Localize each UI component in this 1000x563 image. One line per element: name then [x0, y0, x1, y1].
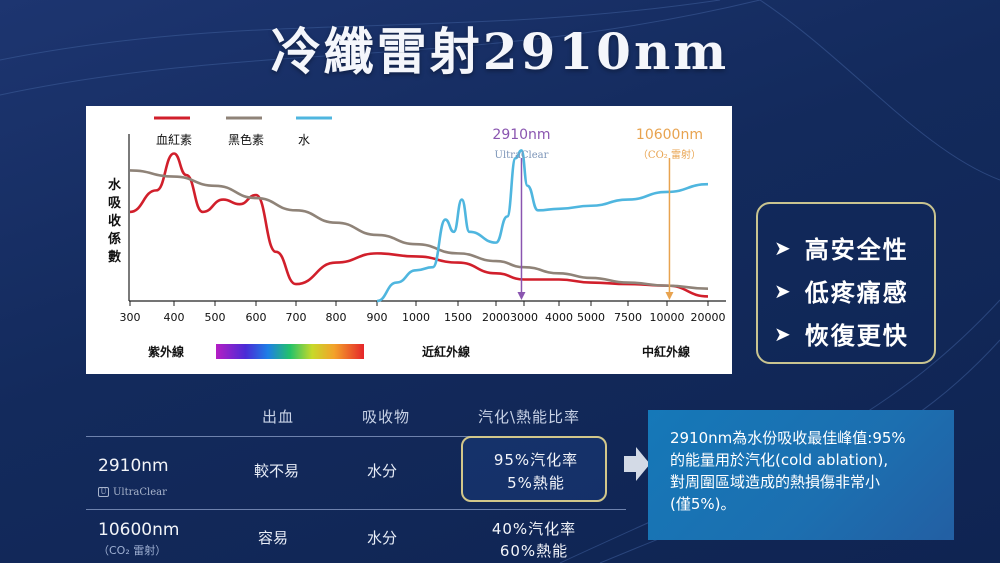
spectrum-label: 中紅外線	[642, 344, 690, 359]
benefit-text: 恢復更快	[804, 322, 909, 350]
hemoglobin-line	[129, 152, 709, 298]
ratio-vaporization: 40%汽化率	[491, 520, 577, 538]
info-line: 2910nm為水份吸收最佳峰值:95%	[670, 429, 906, 447]
table-divider	[86, 509, 626, 510]
x-tick-label: 3000	[510, 311, 538, 324]
benefit-item: ➤ 低疼痛感	[774, 269, 934, 312]
spectrum-label: 紫外線	[148, 344, 184, 359]
ratio-heat: 5%熱能	[507, 474, 565, 492]
x-tick-label: 600	[246, 311, 267, 324]
table-divider	[86, 436, 526, 437]
x-tick-label: 700	[286, 311, 307, 324]
ultraclear-logo-icon: U	[98, 487, 109, 497]
melanin-line	[129, 169, 709, 291]
row-sub: （CO₂ 雷射）	[98, 544, 167, 557]
comparison-table: 出血 吸收物 汽化\熱能比率 2910nm U UltraClear 較不易 水分…	[86, 392, 626, 563]
legend-label: 黑色素	[228, 133, 264, 147]
marker-10600-arrowhead	[665, 292, 674, 300]
highlight-ratio-box: 95%汽化率 5%熱能	[461, 436, 607, 502]
absorption-chart: 水吸收係數 300 400 500 600 700 800 900 1000 1500 2000 3…	[86, 106, 732, 374]
arrow-right-icon	[624, 447, 650, 481]
benefit-item: ➤ 恢復更快	[774, 312, 934, 355]
ratio-vaporization: 95%汽化率	[493, 451, 579, 469]
marker-2910-label: 2910nm	[492, 127, 550, 143]
row-bleeding: 較不易	[254, 462, 300, 480]
spectrum-bar	[216, 344, 364, 359]
benefit-text: 高安全性	[804, 236, 909, 264]
page-title: 冷纖雷射2910nm	[270, 22, 730, 81]
row-absorber: 水分	[367, 462, 398, 480]
marker-2910-arrowhead	[517, 292, 526, 300]
marker-10600-sublabel: （CO₂ 雷射）	[638, 149, 701, 161]
info-line: 的能量用於汽化(cold ablation),	[670, 451, 889, 469]
header-bleeding: 出血	[262, 408, 295, 426]
chevron-right-icon: ➤	[774, 278, 791, 303]
x-tick-label: 1500	[444, 311, 472, 324]
x-tick-label: 5000	[577, 311, 605, 324]
x-tick-label: 500	[205, 311, 226, 324]
ultraclear-badge: U UltraClear	[98, 480, 167, 498]
benefits-box: ➤ 高安全性 ➤ 低疼痛感 ➤ 恢復更快	[756, 202, 936, 364]
row-sub: UltraClear	[113, 486, 167, 498]
x-tick-label: 1000	[402, 311, 430, 324]
x-tick-label: 7500	[614, 311, 642, 324]
header-ratio: 汽化\熱能比率	[478, 408, 581, 426]
x-tick-label: 900	[367, 311, 388, 324]
marker-10600-label: 10600nm	[636, 127, 703, 143]
chart-svg: 水吸收係數 300 400 500 600 700 800 900 1000 1500 2000 3…	[108, 116, 726, 359]
info-line: (僅5%)。	[670, 495, 736, 513]
x-tick-label: 800	[326, 311, 347, 324]
x-tick-label: 10000	[650, 311, 685, 324]
row-absorber: 水分	[367, 529, 398, 547]
water-line	[376, 149, 709, 303]
chevron-right-icon: ➤	[774, 235, 791, 260]
y-axis-label: 水吸收係數	[108, 177, 122, 265]
x-tick-label: 4000	[545, 311, 573, 324]
marker-2910-sublabel: UltraClear	[495, 150, 549, 161]
row-name: 2910nm	[98, 456, 169, 476]
spectrum-label: 近紅外線	[422, 344, 470, 359]
x-tick-label: 300	[120, 311, 141, 324]
legend-label: 血紅素	[156, 133, 192, 147]
benefit-item: ➤ 高安全性	[774, 226, 934, 269]
row-bleeding: 容易	[258, 529, 289, 547]
x-tick-label: 2000	[482, 311, 510, 324]
x-tick-label: 400	[164, 311, 185, 324]
legend-label: 水	[298, 133, 310, 147]
chevron-right-icon: ➤	[774, 321, 791, 346]
info-box: 2910nm為水份吸收最佳峰值:95% 的能量用於汽化(cold ablatio…	[648, 410, 954, 540]
row-name: 10600nm	[98, 520, 180, 540]
x-tick-label: 20000	[691, 311, 726, 324]
header-absorber: 吸收物	[362, 408, 411, 426]
info-line: 對周圍區域造成的熱損傷非常小	[670, 473, 881, 491]
visible-spectrum	[216, 344, 364, 359]
benefit-text: 低疼痛感	[804, 279, 909, 307]
ratio-heat: 60%熱能	[499, 542, 569, 560]
